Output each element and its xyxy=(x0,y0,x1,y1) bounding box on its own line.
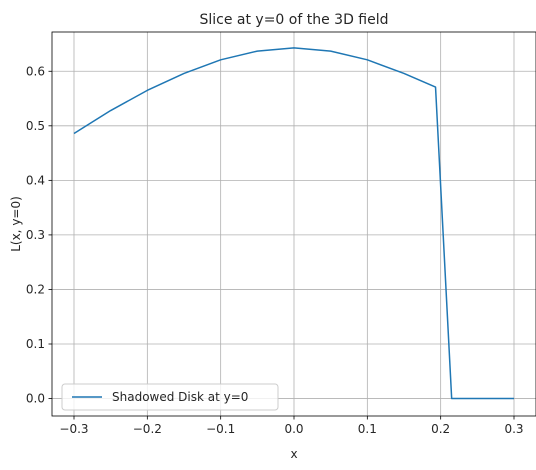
x-tick-label: −0.3 xyxy=(59,422,88,436)
series-line xyxy=(73,47,514,400)
y-tick-label: 0.2 xyxy=(26,282,45,296)
y-axis-label: L(x, y=0) xyxy=(9,196,23,252)
legend: Shadowed Disk at y=0 xyxy=(61,383,279,411)
legend-box xyxy=(61,383,279,411)
y-tick-label: 0.5 xyxy=(26,119,45,133)
x-tick-label: 0.0 xyxy=(284,422,303,436)
x-axis-label: x xyxy=(290,447,297,461)
y-tick-label: 0.1 xyxy=(26,337,45,351)
legend-label: Shadowed Disk at y=0 xyxy=(112,390,248,404)
chart-title: Slice at y=0 of the 3D field xyxy=(199,12,388,28)
x-tick-label: −0.2 xyxy=(133,422,162,436)
x-tick-label: −0.1 xyxy=(206,422,235,436)
series-layer xyxy=(73,47,514,400)
y-tick-label: 0.0 xyxy=(26,392,45,406)
y-tick-label: 0.6 xyxy=(26,64,45,78)
y-tick-label: 0.4 xyxy=(26,173,45,187)
ticks: −0.3 −0.2 −0.1 0.0 0.1 0.2 0.3 0.0 0.1 0.2 0.3 0.4 0… xyxy=(26,64,524,436)
x-tick-label: 0.2 xyxy=(431,422,450,436)
x-tick-label: 0.1 xyxy=(358,422,377,436)
y-tick-label: 0.3 xyxy=(26,228,45,242)
x-tick-label: 0.3 xyxy=(504,422,523,436)
